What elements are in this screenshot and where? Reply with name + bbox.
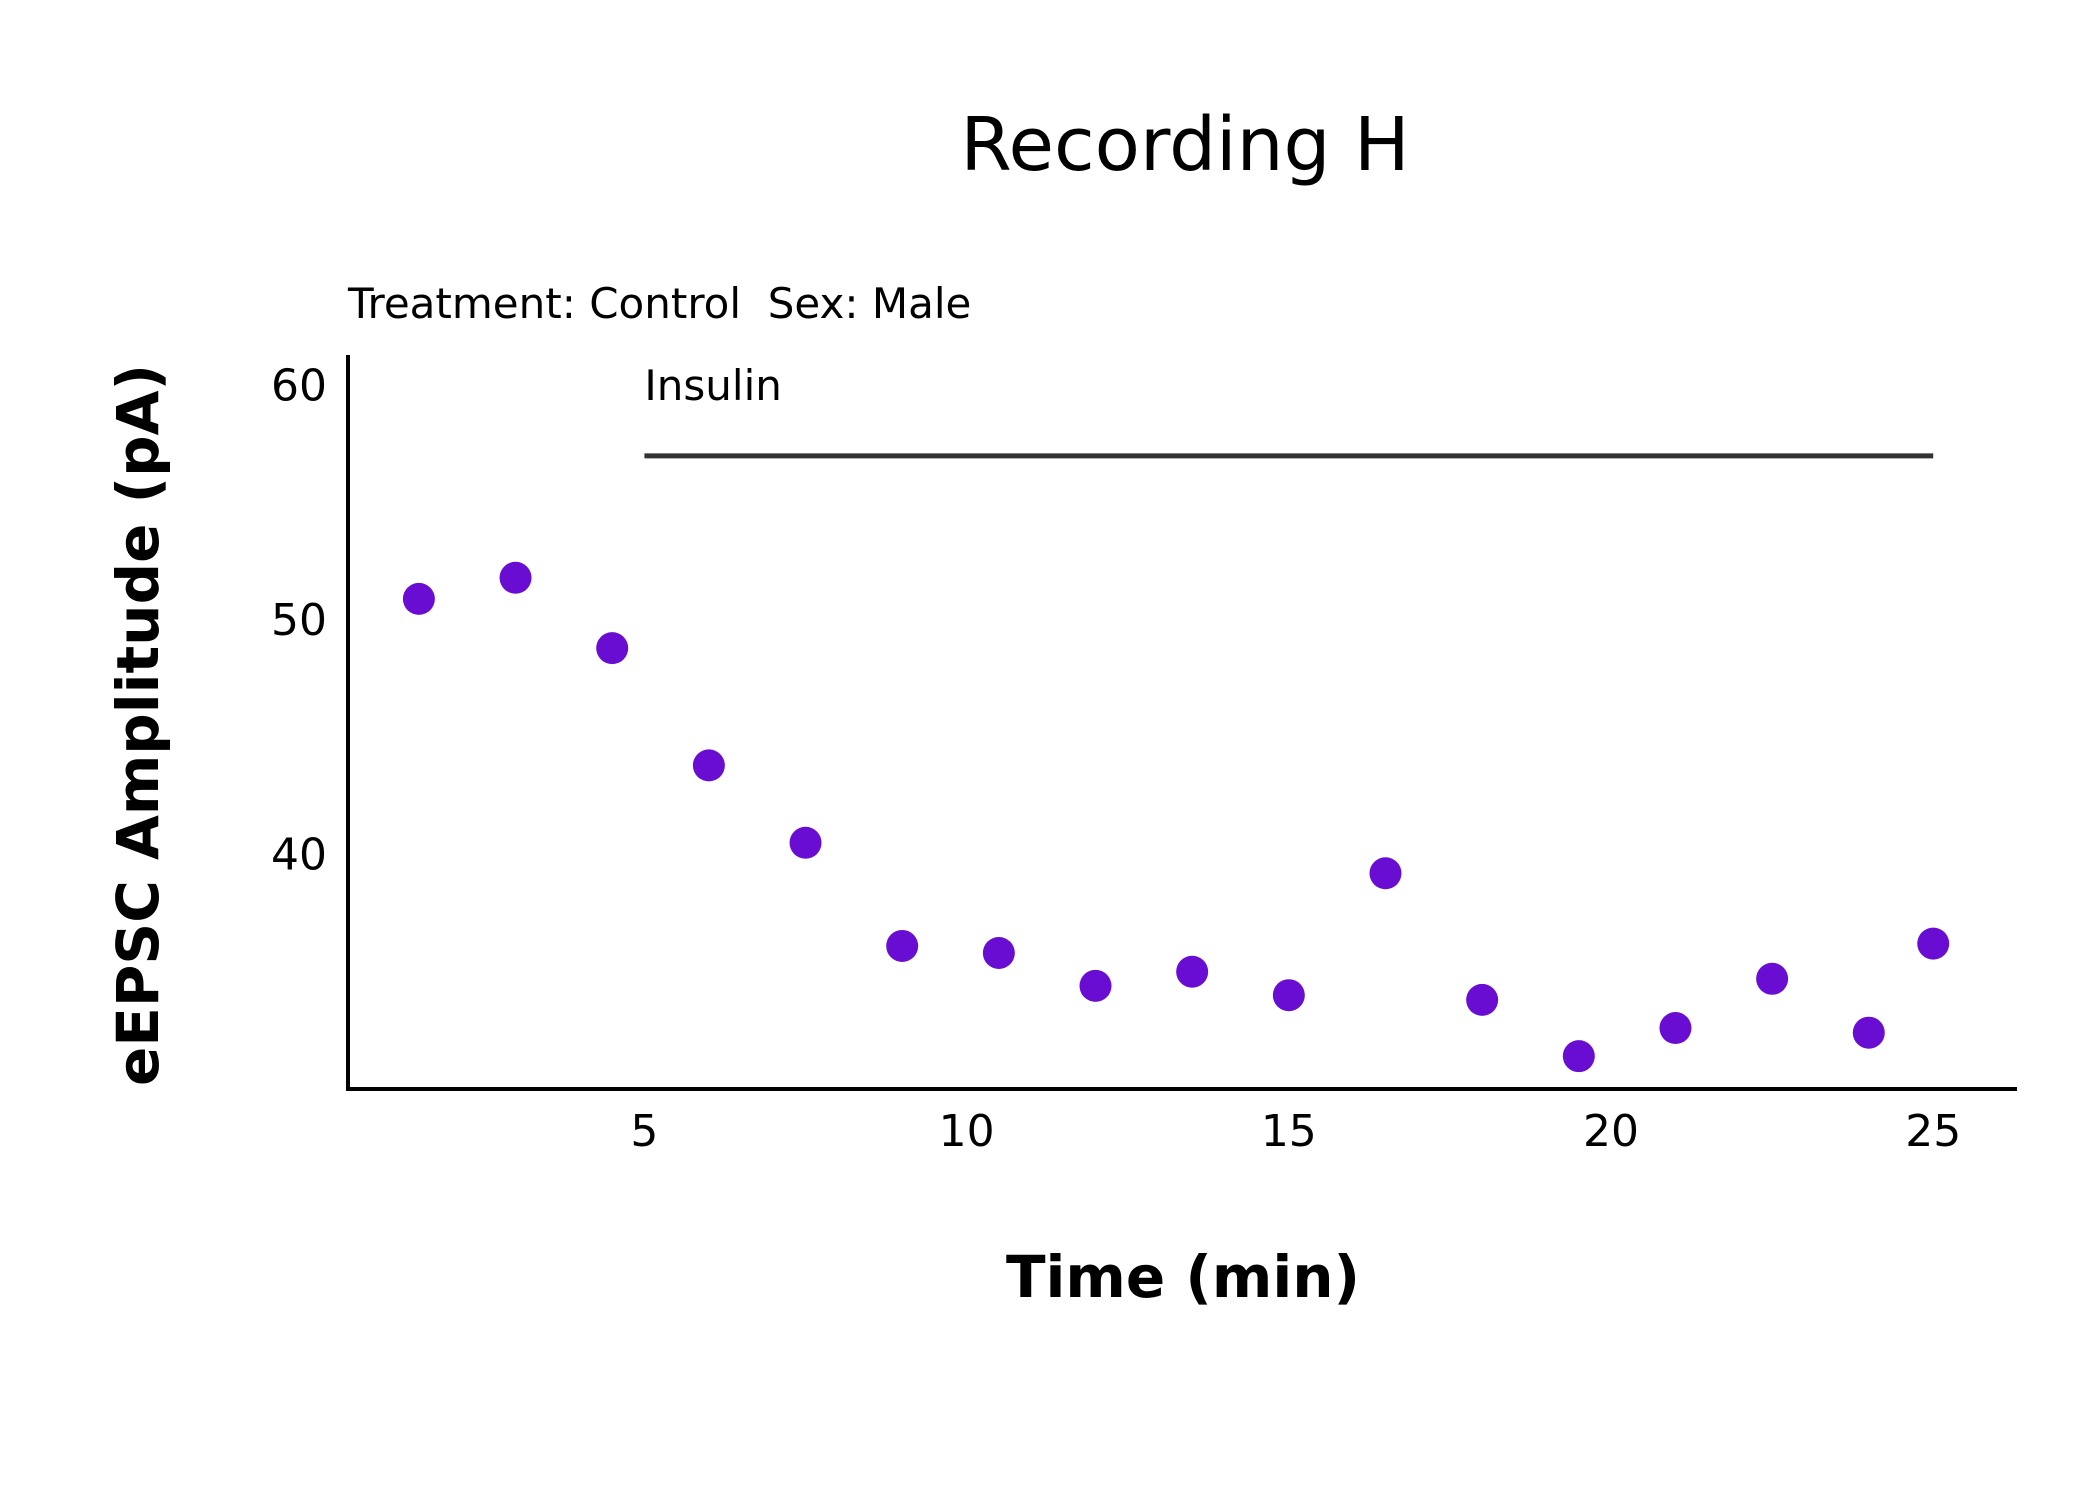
chart-title: Recording H	[960, 102, 1409, 188]
axes	[346, 355, 2017, 1091]
data-point	[596, 632, 629, 665]
data-point	[982, 936, 1015, 969]
y-tick-label: 40	[271, 829, 327, 880]
data-point	[1176, 955, 1209, 988]
data-point	[789, 826, 822, 859]
data-point	[1659, 1012, 1692, 1045]
x-axis-title: Time (min)	[1006, 1243, 1360, 1311]
y-tick-labels: 40 50 60	[271, 360, 327, 880]
data-point	[402, 582, 435, 615]
data-point	[1756, 962, 1789, 995]
y-tick-label: 60	[271, 360, 327, 411]
data-point	[1852, 1016, 1885, 1049]
x-tick-labels: 5 10 15 20 25	[630, 1106, 1961, 1157]
x-tick-label: 25	[1905, 1106, 1961, 1157]
y-axis-title: eEPSC Amplitude (pA)	[104, 364, 172, 1086]
x-tick-label: 20	[1583, 1106, 1639, 1157]
data-point	[692, 749, 725, 782]
data-point	[886, 929, 919, 962]
chart-subtitle: Treatment: Control Sex: Male	[347, 279, 971, 328]
insulin-annotation: Insulin	[644, 361, 1934, 459]
insulin-label: Insulin	[644, 361, 781, 410]
data-point	[1466, 983, 1499, 1016]
x-tick-label: 15	[1261, 1106, 1317, 1157]
data-point	[1079, 969, 1112, 1002]
data-point	[1917, 927, 1950, 960]
data-point	[1369, 857, 1402, 890]
data-points	[402, 561, 1950, 1073]
x-tick-label: 10	[939, 1106, 995, 1157]
x-tick-label: 5	[630, 1106, 658, 1157]
y-tick-label: 50	[271, 595, 327, 646]
data-point	[499, 561, 532, 594]
data-point	[1562, 1040, 1595, 1073]
data-point	[1272, 979, 1305, 1012]
